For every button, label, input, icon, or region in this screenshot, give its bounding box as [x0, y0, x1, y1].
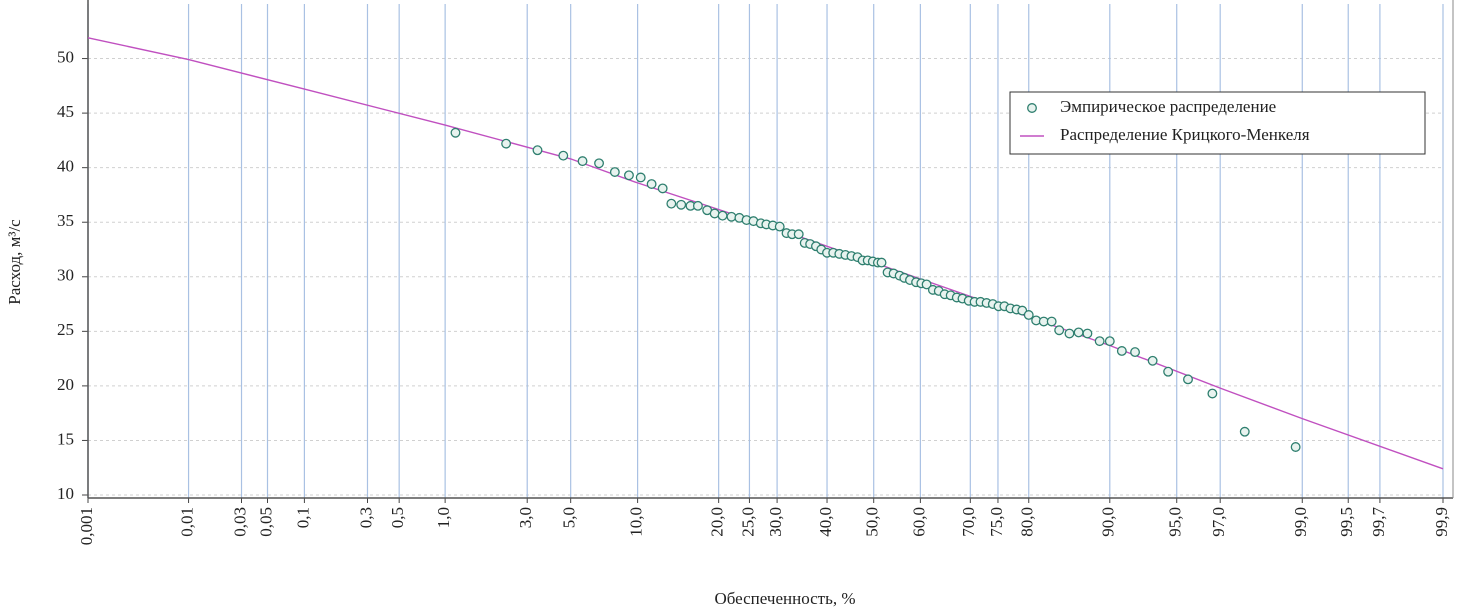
y-tick-label: 50: [57, 47, 74, 66]
x-tick-label: 0,05: [256, 507, 275, 537]
x-tick-label: 30,0: [766, 507, 785, 537]
data-point: [635, 172, 646, 183]
x-tick-label: 90,0: [1099, 507, 1118, 537]
data-point: [709, 208, 720, 219]
data-point: [450, 127, 461, 138]
data-point: [1183, 374, 1193, 385]
y-axis-label: Расход, м³/с: [5, 219, 24, 305]
legend-box: [1009, 91, 1426, 155]
data-point: [1207, 388, 1218, 399]
x-axis-label: Обеспеченность, %: [714, 589, 855, 608]
x-tick-label: 97,0: [1209, 507, 1228, 537]
data-point: [1054, 325, 1065, 336]
data-point: [793, 229, 804, 240]
x-tick-label: 99,9: [1432, 507, 1451, 537]
legend-marker: [1027, 103, 1037, 113]
data-point: [1147, 355, 1158, 366]
x-tick-label: 99,0: [1291, 507, 1310, 537]
x-tick-label: 95,0: [1166, 507, 1185, 537]
data-point: [1163, 366, 1174, 377]
x-tick-label: 75,0: [987, 507, 1006, 537]
x-tick-label: 60,0: [909, 507, 928, 537]
x-tick-label: 70,0: [959, 507, 978, 537]
data-point: [717, 210, 728, 221]
data-point: [1290, 442, 1301, 452]
data-point: [609, 167, 620, 177]
data-point: [876, 257, 887, 268]
data-point: [532, 145, 543, 156]
data-point: [1082, 328, 1093, 339]
data-point: [692, 200, 703, 211]
x-tick-label: 0,5: [388, 507, 407, 528]
data-point: [1064, 328, 1075, 339]
data-point: [558, 150, 569, 161]
x-tick-label: 10,0: [627, 507, 646, 537]
x-tick-label: 25,0: [738, 507, 757, 537]
data-point: [1023, 310, 1034, 320]
data-point: [501, 138, 512, 149]
data-point: [1046, 316, 1057, 327]
data-point: [921, 279, 932, 290]
data-point: [774, 221, 785, 232]
y-tick-label: 45: [57, 102, 74, 121]
data-point: [577, 156, 588, 167]
data-point: [624, 170, 634, 181]
y-tick-label: 25: [57, 320, 74, 339]
y-tick-label: 10: [57, 484, 74, 503]
x-tick-label: 3,0: [516, 507, 535, 528]
y-tick-label: 40: [57, 157, 74, 176]
y-tick-label: 20: [57, 375, 74, 394]
data-point: [676, 199, 687, 210]
x-tick-label: 20,0: [708, 507, 727, 537]
x-tick-label: 5,0: [560, 507, 579, 528]
legend-label: Эмпирическое распределение: [1060, 97, 1276, 116]
data-point: [1094, 336, 1105, 347]
x-tick-label: 0,1: [293, 507, 312, 528]
y-tick-label: 35: [57, 211, 74, 230]
x-tick-label: 0,03: [230, 507, 249, 537]
x-tick-label: 99,7: [1369, 507, 1388, 537]
data-point: [726, 211, 737, 222]
x-tick-label: 99,5: [1337, 507, 1356, 537]
x-tick-label: 40,0: [816, 507, 835, 537]
data-point: [657, 183, 668, 194]
x-tick-label: 80,0: [1018, 507, 1037, 537]
data-point: [1130, 347, 1141, 358]
data-point: [1239, 426, 1250, 437]
data-point: [1104, 336, 1115, 347]
legend-label: Распределение Крицкого-Менкеля: [1060, 125, 1310, 144]
y-tick-label: 15: [57, 429, 74, 448]
data-point: [646, 179, 657, 189]
data-point: [594, 158, 604, 169]
x-tick-label: 0,3: [356, 507, 375, 528]
x-tick-label: 50,0: [863, 507, 882, 537]
x-tick-label: 0,01: [177, 507, 196, 537]
x-tick-label: 0,001: [77, 507, 96, 545]
x-tick-label: 1,0: [434, 507, 453, 528]
y-tick-label: 30: [57, 266, 74, 285]
data-point: [666, 198, 677, 209]
data-point: [1073, 327, 1084, 338]
data-point: [1116, 346, 1127, 356]
